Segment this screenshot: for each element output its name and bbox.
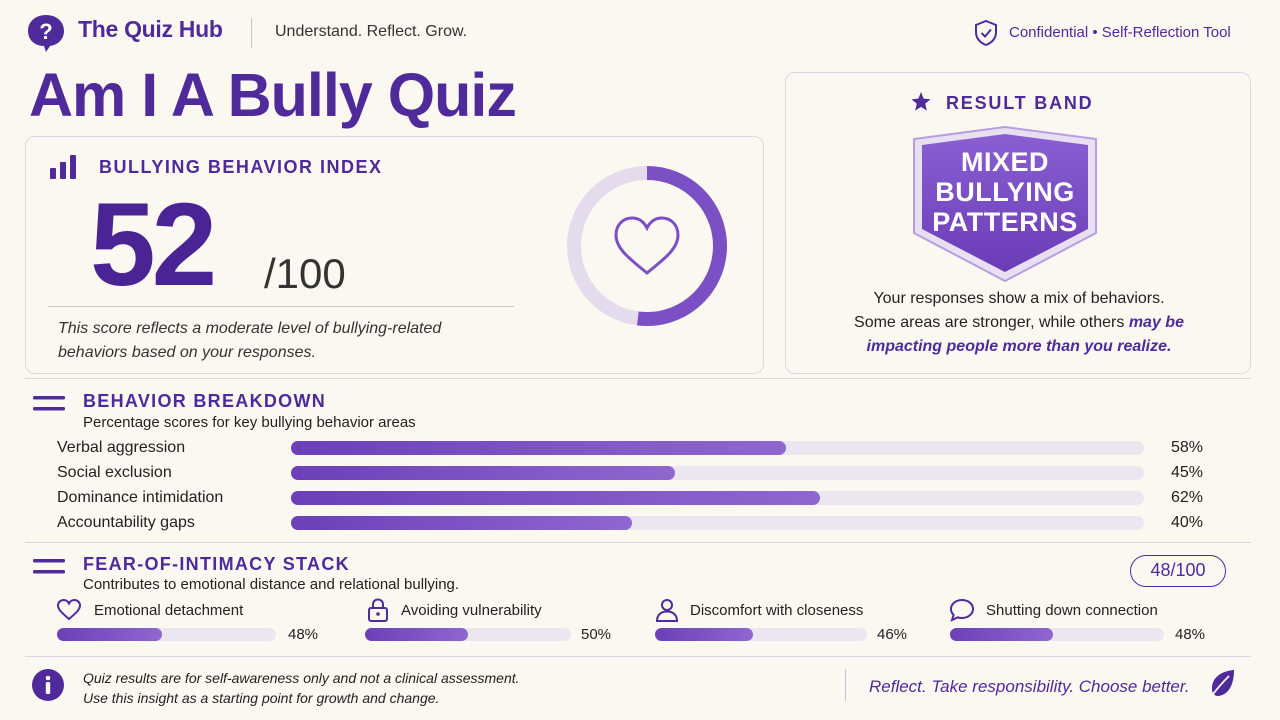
result-band-panel: RESULT BAND MIXED BULLYING PATTERNS Your… — [785, 72, 1251, 374]
brand-name[interactable]: The Quiz Hub — [78, 16, 223, 42]
breakdown-bar-fill — [291, 466, 675, 480]
lock-icon — [368, 598, 388, 622]
svg-text:?: ? — [39, 19, 52, 44]
result-band-title: RESULT BAND — [946, 93, 1094, 113]
intimacy-bar-track — [365, 628, 571, 641]
breakdown-bar-track — [291, 516, 1144, 530]
result-band-description: Your responses show a mix of behaviors. … — [796, 287, 1242, 359]
intimacy-subtitle: Contributes to emotional distance and re… — [83, 576, 460, 593]
star-icon — [911, 92, 931, 111]
intimacy-title: FEAR-OF-INTIMACY STACK — [83, 554, 350, 574]
breakdown-bar-fill — [291, 441, 786, 455]
leaf-icon — [1209, 670, 1234, 699]
breakdown-bar-fill — [291, 491, 820, 505]
band-desc-highlight: impacting people more than you realize. — [866, 338, 1172, 355]
result-badge-label: MIXED BULLYING PATTERNS — [906, 147, 1104, 237]
intimacy-percent: 50% — [581, 626, 612, 643]
intimacy-label: Emotional detachment — [94, 602, 244, 619]
intimacy-label: Shutting down connection — [986, 602, 1158, 619]
intimacy-percent: 48% — [1175, 626, 1206, 643]
shield-check-icon — [975, 19, 997, 47]
index-title: BULLYING BEHAVIOR INDEX — [99, 157, 383, 177]
page-title: Am I A Bully Quiz — [29, 61, 517, 129]
badge-line: BULLYING — [935, 177, 1075, 207]
tagline: Understand. Reflect. Grow. — [275, 23, 468, 40]
badge-line: MIXED — [960, 147, 1049, 177]
breakdown-bar-track — [291, 466, 1144, 480]
breakdown-percent: 40% — [1171, 514, 1204, 531]
info-icon — [32, 669, 64, 701]
breakdown-title: BEHAVIOR BREAKDOWN — [83, 391, 327, 411]
index-description: This score reflects a moderate level of … — [58, 320, 442, 361]
band-desc-line: Some areas are stronger, while others ma… — [796, 311, 1242, 335]
result-badge-shield — [913, 125, 1097, 283]
footer-divider — [845, 669, 846, 701]
menu-lines-icon — [33, 396, 65, 411]
breakdown-label: Dominance intimidation — [57, 489, 224, 506]
band-desc-highlight: may be — [1128, 314, 1184, 331]
bar-chart-icon — [50, 155, 76, 179]
intimacy-score-badge: 48/100 — [1130, 555, 1226, 587]
section-divider — [25, 378, 1251, 379]
heart-icon — [614, 216, 680, 275]
section-divider — [25, 656, 1251, 657]
breakdown-label: Verbal aggression — [57, 439, 186, 456]
header-divider — [251, 18, 252, 48]
intimacy-bar-fill — [655, 628, 753, 641]
breakdown-percent: 58% — [1171, 439, 1204, 456]
breakdown-bar-track — [291, 441, 1144, 455]
band-desc-line: Your responses show a mix of behaviors. — [873, 290, 1165, 307]
disclaimer-line: Quiz results are for self-awareness only… — [83, 670, 520, 686]
menu-lines-icon — [33, 559, 65, 574]
intimacy-bar-fill — [365, 628, 468, 641]
breakdown-bar-fill — [291, 516, 633, 530]
chat-bubble-icon — [949, 598, 975, 622]
breakdown-subtitle: Percentage scores for key bullying behav… — [83, 414, 416, 431]
breakdown-percent: 62% — [1171, 489, 1204, 506]
footer-motto: Reflect. Take responsibility. Choose bet… — [869, 677, 1190, 696]
disclaimer-note: Quiz results are for self-awareness only… — [83, 668, 520, 708]
header: ? The Quiz Hub Understand. Reflect. Grow… — [0, 0, 1280, 62]
breakdown-label: Social exclusion — [57, 464, 172, 481]
intimacy-bar-fill — [950, 628, 1053, 641]
intimacy-percent: 48% — [288, 626, 319, 643]
score-ring — [567, 166, 727, 326]
person-icon — [655, 599, 679, 622]
breakdown-bar-track — [291, 491, 1144, 505]
breakdown-percent: 45% — [1171, 464, 1204, 481]
disclaimer-line: Use this insight as a starting point for… — [83, 690, 440, 706]
band-desc-text: Some areas are stronger, while others — [854, 314, 1125, 331]
breakdown-label: Accountability gaps — [57, 514, 195, 531]
score-ring-arc — [636, 166, 727, 326]
intimacy-percent: 46% — [877, 626, 908, 643]
intimacy-bar-track — [950, 628, 1164, 641]
badge-line: PATTERNS — [932, 207, 1078, 237]
confidential-label: Confidential • Self-Reflection Tool — [1009, 24, 1231, 41]
index-score-max: /100 — [264, 250, 346, 297]
intimacy-bar-track — [655, 628, 867, 641]
score-divider — [48, 306, 514, 307]
bullying-index-panel: BULLYING BEHAVIOR INDEX 52 /100 This sco… — [25, 136, 764, 374]
intimacy-label: Avoiding vulnerability — [401, 602, 542, 619]
heart-icon — [56, 598, 82, 621]
section-divider — [25, 542, 1251, 543]
intimacy-bar-track — [57, 628, 276, 641]
intimacy-label: Discomfort with closeness — [690, 602, 864, 619]
quiz-logo-icon: ? — [28, 15, 64, 52]
intimacy-bar-fill — [57, 628, 163, 641]
index-score: 52 — [90, 179, 217, 311]
